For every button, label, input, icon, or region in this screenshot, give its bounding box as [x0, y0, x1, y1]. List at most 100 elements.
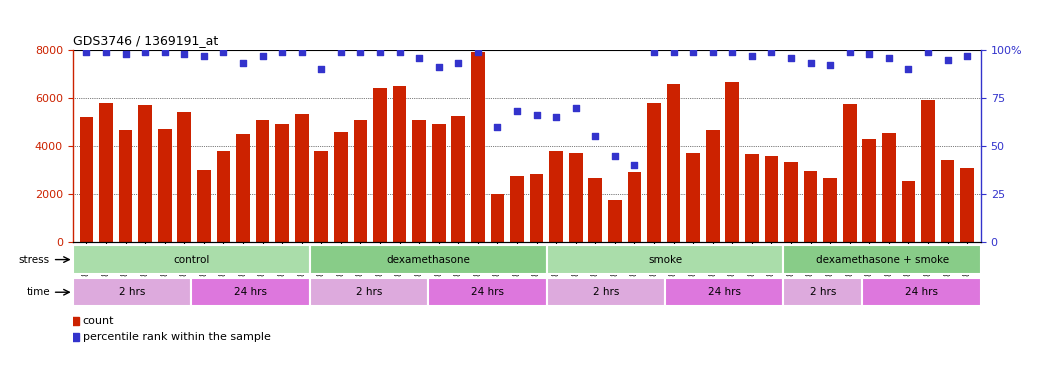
Bar [334, 132, 348, 242]
Point [548, 114, 565, 120]
Bar [309, 278, 428, 306]
Bar [392, 86, 407, 242]
Text: GDS3746 / 1369191_at: GDS3746 / 1369191_at [73, 34, 218, 47]
Text: dexamethasone: dexamethasone [386, 255, 470, 265]
Point [783, 55, 799, 61]
Point [763, 49, 780, 55]
Point [431, 64, 447, 70]
Point [332, 49, 349, 55]
Point [274, 49, 291, 55]
Point [880, 55, 897, 61]
Point [294, 49, 310, 55]
Point [646, 49, 662, 55]
Bar [921, 100, 935, 242]
Bar [491, 194, 504, 242]
Text: 2 hrs: 2 hrs [810, 287, 837, 297]
Point [588, 133, 604, 139]
Point [137, 49, 154, 55]
Point [939, 56, 956, 63]
Bar [138, 105, 152, 242]
Text: time: time [26, 287, 50, 297]
Bar [902, 181, 916, 242]
Point [725, 49, 741, 55]
Point [372, 49, 388, 55]
Bar [255, 119, 270, 242]
Bar [510, 176, 524, 242]
Bar [73, 278, 191, 306]
Bar [428, 278, 547, 306]
Bar [373, 88, 387, 242]
Point [352, 49, 368, 55]
Point [157, 49, 173, 55]
Point [469, 49, 486, 55]
Text: 24 hrs: 24 hrs [471, 287, 503, 297]
Point [626, 162, 643, 168]
Point [959, 53, 976, 59]
Bar [745, 154, 759, 242]
Bar [706, 130, 719, 242]
Point [920, 49, 936, 55]
Point [175, 51, 192, 57]
Bar [823, 178, 837, 242]
Bar [99, 103, 113, 242]
Point [312, 66, 329, 72]
Bar [191, 278, 309, 306]
Bar [315, 151, 328, 242]
Bar [803, 171, 818, 242]
Point [509, 108, 525, 114]
Point [743, 53, 760, 59]
Text: count: count [83, 316, 114, 326]
Text: 2 hrs: 2 hrs [593, 287, 619, 297]
Bar [765, 156, 778, 242]
Text: percentile rank within the sample: percentile rank within the sample [83, 332, 271, 342]
Point [705, 49, 721, 55]
Bar [960, 167, 974, 242]
Bar [177, 113, 191, 242]
Bar [354, 119, 367, 242]
Bar [608, 200, 622, 242]
Point [900, 66, 917, 72]
Point [235, 60, 251, 66]
Bar [647, 103, 661, 242]
Point [391, 49, 408, 55]
Point [195, 53, 212, 59]
Bar [589, 178, 602, 242]
Point [254, 53, 271, 59]
Bar [843, 104, 856, 242]
Bar [309, 245, 547, 274]
Text: dexamethasone + smoke: dexamethasone + smoke [816, 255, 949, 265]
Point [117, 51, 134, 57]
Bar [452, 116, 465, 242]
Bar [412, 119, 426, 242]
Point [685, 49, 702, 55]
Bar [665, 278, 784, 306]
Text: 2 hrs: 2 hrs [356, 287, 382, 297]
Bar [882, 133, 896, 242]
Bar [940, 161, 955, 242]
Point [822, 62, 839, 68]
Bar [863, 278, 981, 306]
Bar [784, 162, 798, 242]
Bar [275, 124, 289, 242]
Bar [295, 114, 308, 242]
Bar [863, 139, 876, 242]
Point [665, 49, 682, 55]
Point [842, 49, 858, 55]
Point [449, 60, 466, 66]
Bar [784, 278, 863, 306]
Point [802, 60, 819, 66]
Bar [569, 153, 582, 242]
Bar [471, 52, 485, 242]
Bar [217, 151, 230, 242]
Text: stress: stress [19, 255, 50, 265]
Point [862, 51, 878, 57]
Point [215, 49, 231, 55]
Text: 2 hrs: 2 hrs [118, 287, 145, 297]
Point [568, 104, 584, 111]
Bar [726, 82, 739, 242]
Text: 24 hrs: 24 hrs [905, 287, 938, 297]
Bar [628, 172, 641, 242]
Point [528, 112, 545, 118]
Bar [197, 170, 211, 242]
Bar [432, 124, 445, 242]
